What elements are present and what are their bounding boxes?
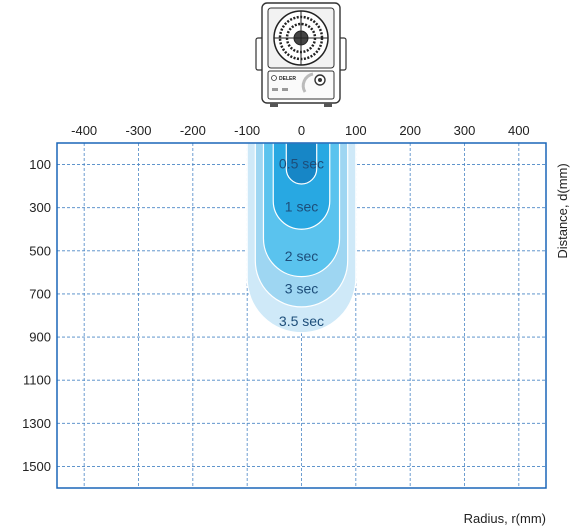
zone-label: 3.5 sec bbox=[279, 313, 324, 329]
zone-label: 1 sec bbox=[285, 199, 318, 215]
y-tick-label: 300 bbox=[29, 200, 51, 215]
y-tick-label: 1500 bbox=[22, 459, 51, 474]
y-tick-label: 500 bbox=[29, 243, 51, 258]
y-tick-label: 1300 bbox=[22, 416, 51, 431]
y-tick-label: 100 bbox=[29, 157, 51, 172]
x-tick-label: 0 bbox=[298, 123, 305, 138]
y-tick-label: 1100 bbox=[23, 373, 51, 388]
x-tick-label: -300 bbox=[125, 123, 151, 138]
x-tick-label: 400 bbox=[508, 123, 530, 138]
zone-label: 2 sec bbox=[285, 248, 318, 264]
x-tick-label: 300 bbox=[454, 123, 476, 138]
device-brand: DELER bbox=[279, 76, 296, 82]
y-axis-label: Distance, d(mm) bbox=[555, 163, 570, 258]
x-tick-label: 200 bbox=[399, 123, 421, 138]
zone-labels: 0.5 sec 1 sec 2 sec 3 sec 3.5 sec bbox=[279, 155, 324, 328]
y-tick-labels: 100 300 500 700 900 1100 1300 1500 bbox=[22, 157, 51, 474]
x-axis-label: Radius, r(mm) bbox=[464, 511, 546, 526]
zone-label: 0.5 sec bbox=[279, 155, 324, 171]
zone-label: 3 sec bbox=[285, 281, 318, 297]
ionizer-device-illustration: DELER bbox=[255, 2, 347, 107]
x-tick-label: -200 bbox=[180, 123, 206, 138]
x-tick-label: 100 bbox=[345, 123, 367, 138]
x-tick-label: -100 bbox=[234, 123, 260, 138]
y-tick-label: 700 bbox=[29, 286, 51, 301]
coverage-zones bbox=[246, 142, 357, 334]
coverage-zone bbox=[285, 142, 318, 185]
plot-frame bbox=[56, 142, 547, 489]
x-tick-labels: -400 -300 -200 -100 0 100 200 300 400 bbox=[71, 123, 530, 138]
x-tick-label: -400 bbox=[71, 123, 97, 138]
y-tick-label: 900 bbox=[29, 330, 51, 345]
